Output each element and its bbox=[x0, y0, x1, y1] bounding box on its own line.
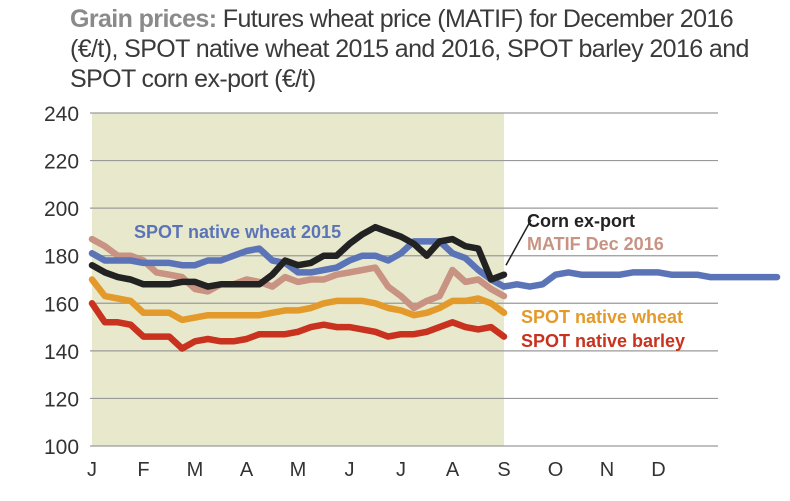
y-tick-label: 120 bbox=[44, 388, 79, 411]
chart-title-lead: Grain prices: bbox=[70, 5, 217, 33]
annotation-spot_native_wheat: SPOT native wheat bbox=[521, 307, 683, 327]
x-tick-label: A bbox=[446, 459, 460, 481]
y-tick-label: 180 bbox=[44, 246, 79, 269]
y-tick-label: 140 bbox=[44, 341, 79, 364]
series-line-spot_native_wheat bbox=[88, 276, 508, 324]
annotation-corn_export: Corn ex-port bbox=[527, 211, 635, 231]
x-tick-label: M bbox=[290, 459, 307, 481]
y-tick-label: 100 bbox=[44, 436, 79, 459]
chart-title-text: Futures wheat price (MATIF) for December… bbox=[70, 5, 749, 93]
x-tick-label: J bbox=[396, 459, 406, 481]
annotation-spot_native_barley: SPOT native barley bbox=[521, 331, 685, 351]
series-lines bbox=[88, 223, 781, 352]
chart-title: Grain prices: Futures wheat price (MATIF… bbox=[70, 4, 785, 94]
series-line-matif_dec_2016 bbox=[88, 235, 508, 312]
x-tick-label: S bbox=[497, 459, 510, 481]
corn-leader-line bbox=[505, 219, 532, 266]
annotation-spot_wheat_2015: SPOT native wheat 2015 bbox=[134, 222, 341, 242]
x-tick-label: J bbox=[345, 459, 355, 481]
x-tick-label: M bbox=[187, 459, 204, 481]
y-tick-label: 220 bbox=[44, 151, 79, 174]
series-line-spot_wheat_2015 bbox=[88, 238, 781, 290]
x-tick-label: J bbox=[87, 459, 97, 481]
y-tick-label: 200 bbox=[44, 198, 79, 221]
y-gridlines bbox=[90, 112, 718, 447]
x-tick-label: O bbox=[548, 459, 564, 481]
y-axis-ticks: 100 120 140 160 180 200 220 240 bbox=[44, 103, 79, 459]
series-annotations: SPOT native wheat 2015 Corn ex-port MATIF … bbox=[134, 211, 685, 351]
y-tick-label: 160 bbox=[44, 293, 79, 316]
series-line-spot_native_barley bbox=[88, 300, 508, 352]
series-line-corn_export bbox=[88, 223, 508, 290]
x-tick-label: A bbox=[240, 459, 254, 481]
x-tick-label: N bbox=[600, 459, 614, 481]
x-tick-label: F bbox=[137, 459, 149, 481]
annotation-matif_dec_2016: MATIF Dec 2016 bbox=[527, 234, 664, 254]
y-tick-label: 240 bbox=[44, 103, 79, 126]
x-tick-label: D bbox=[651, 459, 665, 481]
